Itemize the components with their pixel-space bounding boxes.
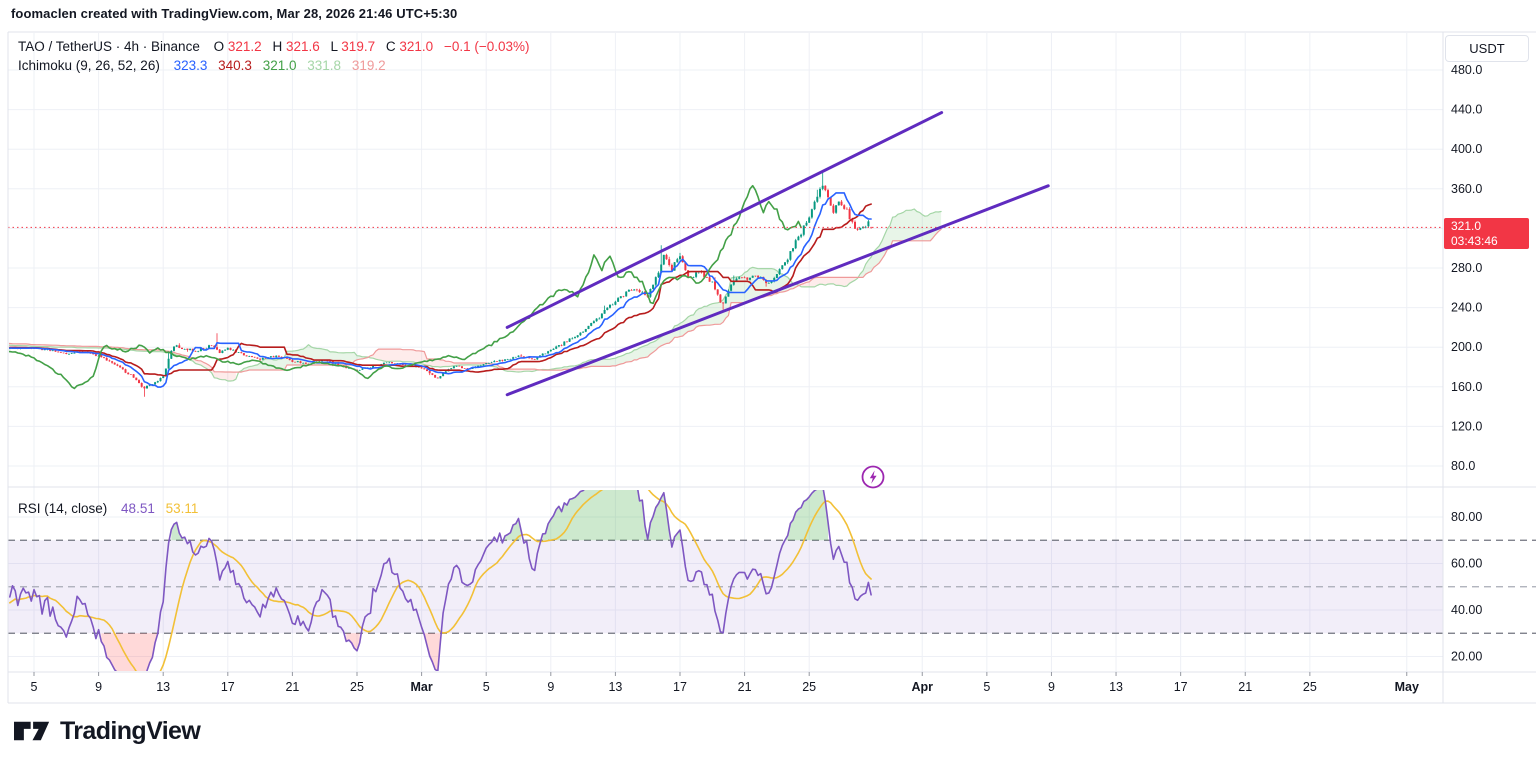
symbol-legend[interactable]: TAO / TetherUS · 4h · Binance O 321.2 H … <box>18 39 537 54</box>
tradingview-logo-text: TradingView <box>60 716 201 745</box>
time-tick-label: 9 <box>95 680 102 694</box>
time-tick-label: 17 <box>1174 680 1188 694</box>
time-tick-label: 21 <box>1238 680 1252 694</box>
time-tick-label: Mar <box>410 680 432 694</box>
close-value: 321.0 <box>399 39 434 54</box>
high-label: H <box>272 39 283 54</box>
rsi-lines <box>9 490 872 671</box>
time-tick-label: 9 <box>1048 680 1055 694</box>
rsi-tick-label: 80.00 <box>1451 510 1482 524</box>
attribution-text: foomaclen created with TradingView.com, … <box>11 6 458 21</box>
trendline-drawings[interactable] <box>505 111 1050 397</box>
ichimoku-legend[interactable]: Ichimoku (9, 26, 52, 26) 323.3 340.3 321… <box>18 58 393 73</box>
time-tick-label: May <box>1395 680 1419 694</box>
lightning-icon[interactable] <box>860 464 886 490</box>
price-tick-label: 240.0 <box>1451 301 1482 315</box>
low-label: L <box>330 39 338 54</box>
ichimoku-lead-a-value: 331.8 <box>307 58 342 73</box>
price-tick-label: 440.0 <box>1451 103 1482 117</box>
rsi-tick-label: 60.00 <box>1451 557 1482 571</box>
time-tick-label: 5 <box>31 680 38 694</box>
ichimoku-lagging-value: 321.0 <box>262 58 297 73</box>
time-tick-label: 13 <box>156 680 170 694</box>
high-value: 321.6 <box>285 39 320 54</box>
time-tick-label: 17 <box>673 680 687 694</box>
time-tick-label: 9 <box>547 680 554 694</box>
price-tick-label: 400.0 <box>1451 142 1482 156</box>
symbol-title: TAO / TetherUS · 4h · Binance <box>18 39 200 54</box>
open-label: O <box>213 39 225 54</box>
time-tick-label: 5 <box>483 680 490 694</box>
pane-borders <box>7 31 1536 704</box>
low-value: 319.7 <box>341 39 376 54</box>
tradingview-logo[interactable]: TradingView <box>14 716 201 746</box>
time-tick-label: 13 <box>1109 680 1123 694</box>
current-price-badge: 321.0 03:43:46 <box>1444 218 1529 249</box>
time-tick-label: 13 <box>608 680 622 694</box>
rsi-legend[interactable]: RSI (14, close) 48.51 53.11 <box>18 501 205 516</box>
price-tick-label: 200.0 <box>1451 340 1482 354</box>
grid-layer <box>8 33 1443 672</box>
price-tick-label: 360.0 <box>1451 182 1482 196</box>
time-tick-label: 5 <box>983 680 990 694</box>
time-tick-label: 21 <box>738 680 752 694</box>
time-tick-label: 25 <box>1303 680 1317 694</box>
time-tick-label: 17 <box>221 680 235 694</box>
time-tick-label: Apr <box>911 680 933 694</box>
tradingview-logo-mark <box>14 721 50 741</box>
rsi-ma-value: 53.11 <box>165 501 199 516</box>
rsi-tick-label: 20.00 <box>1451 650 1482 664</box>
price-tick-label: 80.0 <box>1451 459 1475 473</box>
rsi-label: RSI (14, close) <box>18 501 108 516</box>
ichimoku-lead-b-value: 319.2 <box>351 58 386 73</box>
time-tick-label: 25 <box>350 680 364 694</box>
axis-labels: 480.0 440.0 400.0 360.0 280.0 240.0 200.0 160.0… <box>31 63 1483 694</box>
ichimoku-lines <box>9 184 872 390</box>
time-tick-label: 25 <box>802 680 816 694</box>
price-tick-label: 480.0 <box>1451 63 1482 77</box>
current-price-value: 321.0 <box>1451 219 1482 233</box>
price-tick-label: 120.0 <box>1451 419 1482 433</box>
ichimoku-conversion-value: 323.3 <box>173 58 208 73</box>
price-countdown: 03:43:46 <box>1451 234 1498 248</box>
close-label: C <box>385 39 396 54</box>
rsi-tick-label: 40.00 <box>1451 603 1482 617</box>
rsi-value: 48.51 <box>121 501 155 516</box>
ichimoku-base-value: 340.3 <box>218 58 252 73</box>
price-tick-label: 280.0 <box>1451 261 1482 275</box>
currency-axis-button[interactable]: USDT <box>1445 35 1529 62</box>
ichimoku-label: Ichimoku (9, 26, 52, 26) <box>18 58 160 73</box>
change-value: −0.1 (−0.03%) <box>443 39 530 54</box>
price-tick-label: 160.0 <box>1451 380 1482 394</box>
open-value: 321.2 <box>227 39 262 54</box>
time-tick-label: 21 <box>285 680 299 694</box>
